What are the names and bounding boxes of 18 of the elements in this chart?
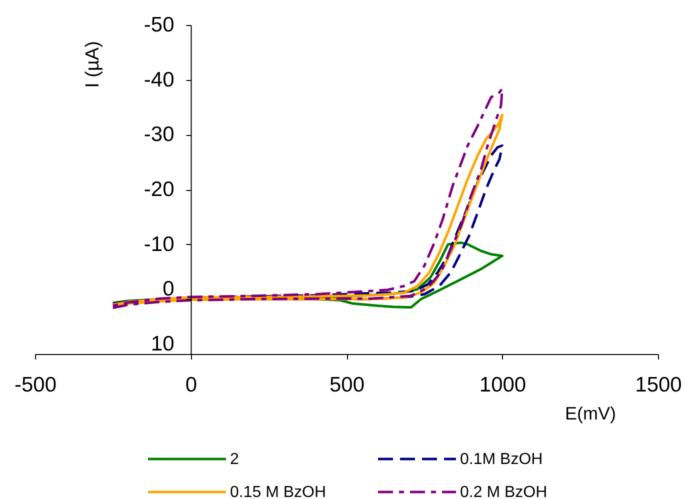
y-axis-title: I (µA) (82, 41, 104, 88)
y-tick-label: -10 (144, 232, 174, 256)
y-tick-label: -40 (144, 68, 174, 92)
legend-label: 2 (230, 451, 239, 468)
y-tick-label: -30 (144, 123, 174, 146)
x-tick-label: -500 (14, 374, 57, 396)
x-tick-label: 500 (329, 374, 365, 396)
y-tick-label: -50 (144, 14, 174, 36)
y-tick-label: -20 (144, 178, 174, 201)
y-tick-label: 10 (150, 332, 174, 356)
x-tick-label: 1000 (479, 374, 526, 396)
x-tick-label: 0 (185, 374, 198, 396)
x-tick-label: 1500 (635, 374, 682, 396)
y-tick-label: 0 (162, 278, 174, 301)
x-axis-title: E(mV) (565, 404, 616, 424)
legend-label: 0.2 M BzOH (460, 484, 548, 499)
legend-label: 0.1M BzOH (460, 451, 543, 468)
legend-label: 0.15 M BzOH (230, 484, 326, 499)
